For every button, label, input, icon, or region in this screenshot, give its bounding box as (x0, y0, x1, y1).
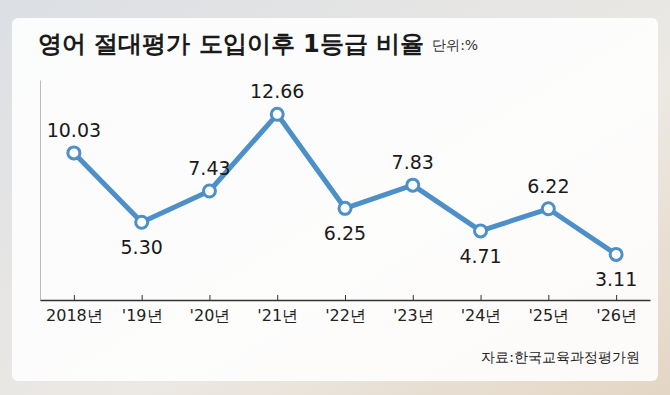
x-tick: 2018년 (46, 295, 103, 325)
data-label: 7.43 (188, 157, 230, 179)
x-tick-mark (209, 295, 210, 300)
x-tick-mark (413, 295, 414, 300)
x-tick: '24년 (461, 295, 502, 325)
point (339, 202, 351, 214)
x-tick-label: '21년 (257, 306, 298, 325)
title: 영어 절대평가 도입이후 1등급 비율 (38, 30, 424, 58)
plot-area (68, 108, 622, 260)
data-labels: 10.03 5.30 7.43 12.66 6.25 7.83 4.71 6.22 3.11 (47, 80, 638, 290)
line (74, 114, 616, 254)
x-tick: '25년 (528, 295, 569, 325)
x-tick-label: 2018년 (46, 306, 103, 325)
x-tick-label: '24년 (461, 306, 502, 325)
y-axis-line (40, 81, 41, 301)
point (68, 147, 80, 159)
x-tick-label: '19년 (122, 306, 163, 325)
data-label: 5.30 (121, 236, 163, 258)
x-tick: '26년 (596, 295, 637, 325)
point (610, 248, 622, 260)
panel (12, 18, 658, 381)
x-axis: 2018년 '19년 '20년 '21년 '22년 '23년 '24년 '25년 '26년 (41, 295, 651, 325)
data-label: 6.25 (324, 222, 366, 244)
data-label: 4.71 (459, 245, 501, 267)
x-tick-mark (616, 295, 617, 300)
x-tick: '22년 (325, 295, 366, 325)
x-tick: '20년 (190, 295, 231, 325)
point (542, 203, 554, 215)
point (475, 225, 487, 237)
data-label: 3.11 (595, 268, 637, 290)
data-label: 12.66 (250, 80, 304, 102)
background (0, 0, 670, 395)
x-tick-mark (345, 295, 346, 300)
x-tick-mark (74, 295, 75, 300)
data-label: 7.83 (392, 151, 434, 173)
subtitle: 단위:% (432, 37, 478, 53)
x-tick-label: '26년 (596, 306, 637, 325)
x-tick: '19년 (122, 295, 163, 325)
x-tick-mark (277, 295, 278, 300)
source: 자료:한국교육과정평가원 (481, 349, 640, 365)
data-label: 6.22 (527, 175, 569, 197)
x-tick: '23년 (393, 295, 434, 325)
x-tick-mark (481, 295, 482, 300)
point (136, 216, 148, 228)
x-tick-mark (142, 295, 143, 300)
data-label: 10.03 (47, 119, 101, 141)
point (407, 179, 419, 191)
x-tick-label: '25년 (528, 306, 569, 325)
y-axis (40, 81, 41, 301)
point (203, 185, 215, 197)
x-tick-mark (548, 295, 549, 300)
point (271, 108, 283, 120)
x-tick: '21년 (257, 295, 298, 325)
x-tick-label: '22년 (325, 306, 366, 325)
x-tick-label: '23년 (393, 306, 434, 325)
x-tick-label: '20년 (190, 306, 231, 325)
chart-svg: 영어 절대평가 도입이후 1등급 비율 단위:% 2018년 '19년 '20년 '21년… (0, 0, 670, 395)
